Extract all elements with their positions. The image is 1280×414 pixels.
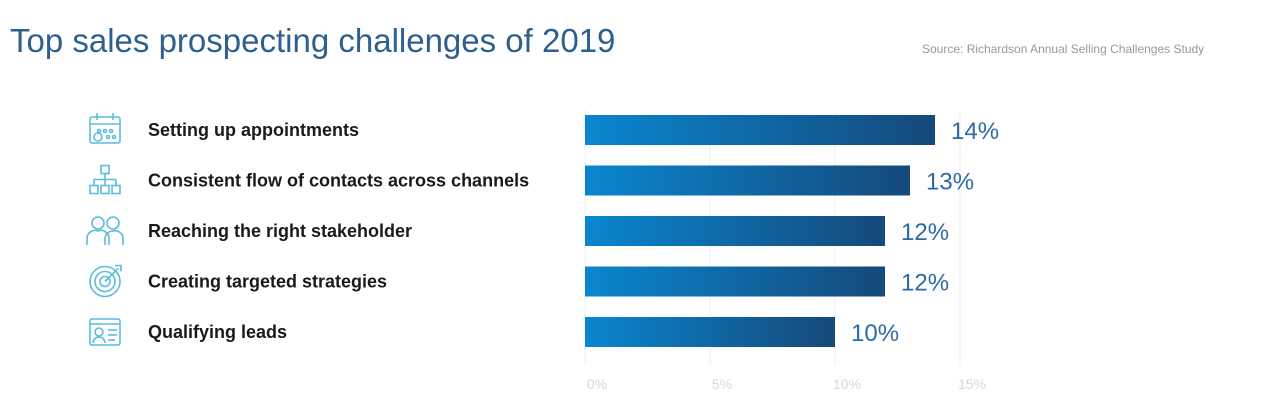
category-label: Qualifying leads: [148, 322, 287, 342]
data-label: 13%: [926, 169, 974, 196]
target-icon: [89, 264, 122, 298]
x-tick-label: 15%: [958, 376, 986, 392]
category-label: Reaching the right stakeholder: [148, 221, 412, 241]
data-label: 10%: [851, 320, 899, 347]
category-label: Setting up appointments: [148, 120, 359, 140]
bar: [585, 165, 910, 196]
data-label: 12%: [901, 270, 949, 297]
org-chart-icon: [89, 164, 121, 195]
id-card-icon: [89, 318, 121, 346]
source-note: Source: Richardson Annual Selling Challe…: [922, 42, 1205, 56]
category-label: Creating targeted strategies: [148, 272, 387, 292]
chart-title: Top sales prospecting challenges of 2019: [10, 22, 616, 59]
bar: [585, 216, 885, 246]
bar: [585, 266, 885, 297]
data-label: 14%: [951, 118, 999, 145]
people-icon: [86, 216, 124, 245]
x-tick-label: 10%: [833, 376, 861, 392]
bar: [585, 115, 935, 145]
category-label: Consistent flow of contacts across chann…: [148, 171, 529, 191]
x-tick-label: 0%: [587, 376, 607, 392]
x-tick-label: 5%: [712, 376, 732, 392]
calendar-icon: [89, 113, 121, 144]
data-label: 12%: [901, 219, 949, 246]
bar: [585, 317, 835, 347]
